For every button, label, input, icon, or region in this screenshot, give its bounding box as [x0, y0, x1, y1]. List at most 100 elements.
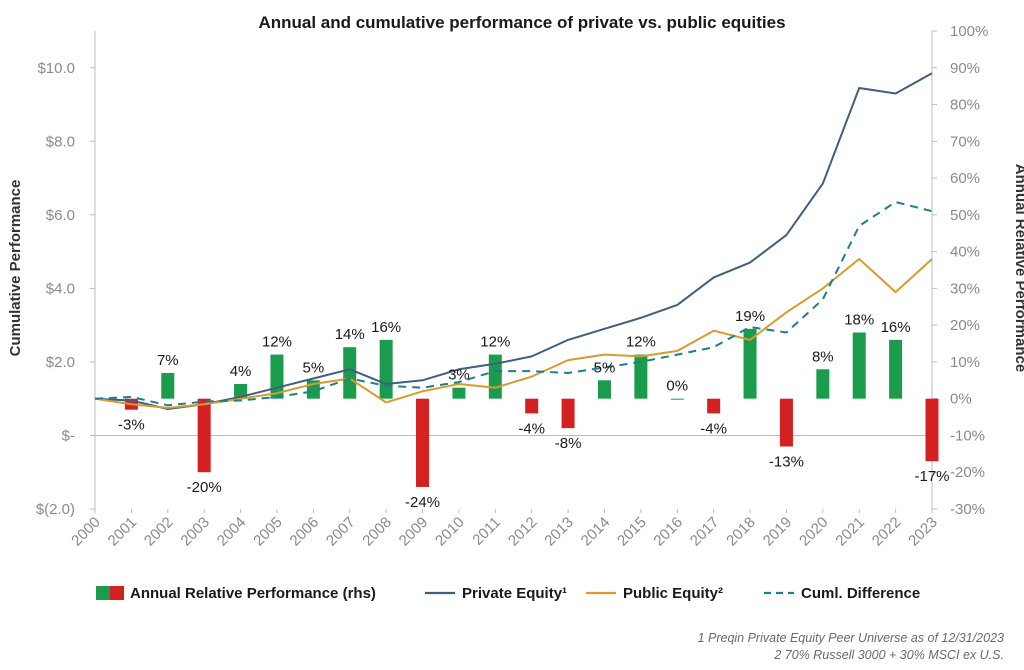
bar — [743, 328, 757, 399]
right-tick-label: 10% — [950, 354, 980, 371]
bar — [670, 398, 684, 400]
bar-value-label: -13% — [769, 453, 804, 470]
left-axis-title: Cumulative Performance — [7, 180, 24, 357]
x-tick-label: 2004 — [214, 514, 250, 550]
bar-value-label: 8% — [812, 348, 834, 365]
legend-bars-label: Annual Relative Performance (rhs) — [130, 585, 376, 602]
x-tick-label: 2011 — [469, 514, 504, 549]
bar-value-label: 5% — [594, 359, 616, 376]
x-tick-label: 2012 — [505, 514, 541, 550]
x-tick-label: 2013 — [541, 514, 577, 550]
bar — [634, 354, 648, 399]
x-tick-label: 2018 — [723, 514, 759, 550]
x-tick-label: 2009 — [396, 514, 432, 550]
bar-value-label: 5% — [303, 359, 325, 376]
legend-pub-label: Public Equity² — [623, 585, 723, 602]
bar-value-label: -8% — [555, 435, 582, 452]
bar — [597, 380, 611, 399]
right-tick-label: 20% — [950, 317, 980, 334]
x-tick-label: 2001 — [105, 514, 141, 550]
x-tick-label: 2020 — [796, 514, 832, 550]
bar-value-label: 12% — [626, 334, 656, 351]
bar — [343, 347, 357, 399]
line-series — [94, 72, 933, 410]
x-tick-label: 2003 — [177, 514, 213, 550]
left-tick-label: $8.0 — [46, 133, 75, 150]
bar-value-label: 7% — [157, 352, 179, 369]
bar — [561, 398, 575, 429]
right-tick-label: 30% — [950, 280, 980, 297]
bar-value-label: 12% — [480, 334, 510, 351]
left-tick-label: $10.0 — [37, 60, 75, 77]
bar — [452, 387, 466, 399]
left-tick-label: $(2.0) — [36, 501, 75, 518]
x-tick-label: 2019 — [760, 514, 796, 550]
right-tick-label: -30% — [950, 501, 985, 518]
footnote-2: 2 70% Russell 3000 + 30% MSCI ex U.S. — [774, 648, 1004, 662]
bar — [525, 398, 539, 414]
bar — [416, 398, 430, 487]
left-tick-label: $2.0 — [46, 354, 75, 371]
x-tick-label: 2014 — [578, 514, 614, 550]
bar-value-label: 14% — [335, 326, 365, 343]
x-tick-label: 2021 — [832, 514, 868, 550]
bar-value-label: -24% — [405, 494, 440, 511]
legend-pe-label: Private Equity¹ — [462, 585, 567, 602]
bar-value-label: 16% — [881, 319, 911, 336]
bar — [816, 369, 830, 399]
footnote-1: 1 Preqin Private Equity Peer Universe as… — [697, 631, 1004, 645]
bar — [779, 398, 793, 447]
bar — [707, 398, 721, 414]
x-tick-label: 2002 — [141, 514, 177, 550]
right-tick-label: 80% — [950, 97, 980, 114]
right-tick-label: -10% — [950, 427, 985, 444]
x-tick-label: 2022 — [869, 514, 905, 550]
x-tick-label: 2008 — [359, 514, 395, 550]
bar — [852, 332, 866, 399]
chart-title: Annual and cumulative performance of pri… — [258, 13, 785, 32]
line-private-equity — [94, 72, 933, 410]
left-tick-label: $4.0 — [46, 280, 75, 297]
bar-labels: -3% 7% -20% 4% 12% 5% 14% 16% -24% 3% 12% -4% -8% 5% 1… — [118, 308, 949, 511]
right-tick-label: -20% — [950, 464, 985, 481]
bar-value-label: 12% — [262, 334, 292, 351]
x-tick-label: 2023 — [905, 514, 941, 550]
right-tick-label: 90% — [950, 60, 980, 77]
right-tick-label: 50% — [950, 207, 980, 224]
bar — [889, 339, 903, 399]
x-tick-label: 2015 — [614, 514, 650, 550]
right-tick-label: 100% — [950, 23, 988, 40]
bar-value-label: -4% — [700, 420, 727, 437]
x-tick-label: 2007 — [323, 514, 359, 550]
bar-value-label: 16% — [371, 319, 401, 336]
x-tick-label: 2000 — [68, 514, 104, 550]
right-tick-label: 60% — [950, 170, 980, 187]
right-tick-label: 70% — [950, 133, 980, 150]
x-tick-label: 2016 — [650, 514, 686, 550]
left-tick-label: $- — [62, 427, 75, 444]
bar-value-label: -17% — [914, 468, 949, 485]
bar-value-label: 0% — [666, 378, 688, 395]
bar — [488, 354, 502, 399]
bar — [925, 398, 939, 462]
left-tick-label: $6.0 — [46, 207, 75, 224]
bar-value-label: 3% — [448, 367, 470, 384]
bar — [197, 398, 211, 473]
bar-value-label: -20% — [187, 479, 222, 496]
x-tick-label: 2010 — [432, 514, 468, 550]
bar-value-label: 19% — [735, 308, 765, 325]
x-tick-label: 2006 — [287, 514, 323, 550]
x-tick-label: 2005 — [250, 514, 286, 550]
bar-value-label: -4% — [518, 420, 545, 437]
legend: Annual Relative Performance (rhs) Privat… — [96, 585, 920, 602]
bar-value-label: 4% — [230, 363, 252, 380]
line-cuml-difference — [94, 201, 933, 407]
bar — [234, 383, 248, 399]
bar — [379, 339, 393, 399]
bar-value-label: 18% — [844, 312, 874, 329]
legend-negative-swatch — [110, 586, 124, 600]
x-tick-label: 2017 — [687, 514, 723, 550]
line-public-equity — [94, 258, 933, 409]
right-axis-title: Annual Relative Performance — [1012, 164, 1024, 372]
